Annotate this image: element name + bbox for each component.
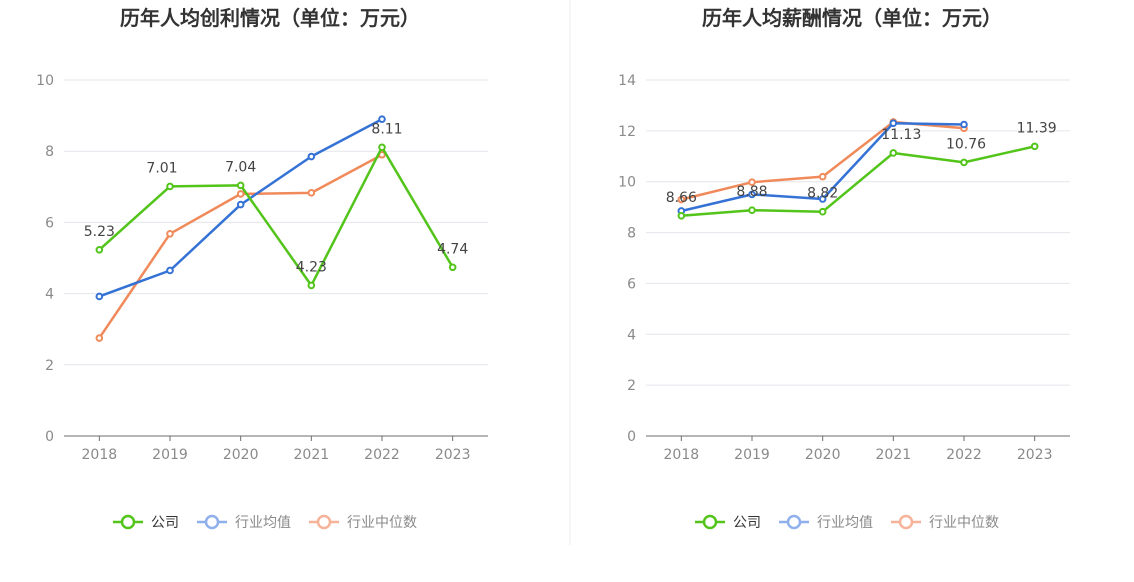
chart2-data-point: [677, 211, 686, 220]
chart2-y-tick-label: 0: [627, 429, 636, 445]
chart2-series-line-1: [681, 145, 1035, 218]
chart2-y-tick-label: 14: [618, 73, 636, 89]
chart2-legend-label: 行业均值: [817, 515, 873, 531]
chart2-x-tick-label: 2018: [664, 447, 700, 463]
chart1-data-point: [378, 143, 386, 152]
chart1-title: 历年人均创利情况（单位：万元）: [120, 6, 420, 30]
chart2-y-tick-label: 12: [618, 124, 636, 140]
chart1-legend-label: 行业均值: [235, 515, 291, 531]
chart1-y-tick-label: 6: [45, 215, 54, 231]
chart2-x-tick-label: 2019: [734, 447, 770, 463]
chart2-data-point: [960, 158, 968, 167]
chart1-data-label: 7.04: [225, 159, 256, 175]
chart2-title: 历年人均薪酬情况（单位：万元）: [702, 6, 1002, 30]
chart1-legend-swatch-marker: [316, 514, 332, 530]
chart2-legend-label: 行业中位数: [929, 515, 999, 531]
chart1-data-label: 4.74: [437, 241, 468, 257]
chart2-x-tick-label: 2023: [1017, 447, 1053, 463]
chart2-data-point: [818, 207, 827, 216]
chart1-x-tick-label: 2018: [82, 447, 118, 463]
chart1-series-line-1: [98, 146, 454, 287]
chart2-y-tick-label: 10: [618, 175, 636, 191]
chart1-data-point: [166, 229, 174, 238]
chart2-data-label: 8.82: [807, 186, 838, 202]
chart1-data-point: [95, 292, 104, 301]
chart1-legend-label: 公司: [151, 515, 179, 531]
chart2-data-label: 8.66: [666, 190, 697, 206]
chart2-data-point: [960, 120, 968, 129]
chart2-data-point: [1030, 142, 1039, 151]
chart2-y-tick-label: 4: [627, 327, 636, 343]
chart1-data-label: 7.01: [146, 160, 177, 176]
chart2-data-point: [889, 149, 898, 157]
chart1-data-point: [448, 263, 457, 272]
chart1-data-point: [307, 152, 316, 161]
chart2-legend-swatch-marker: [702, 514, 718, 530]
chart1-x-tick-label: 2019: [152, 447, 188, 463]
chart2-x-tick-label: 2022: [946, 447, 982, 463]
chart1-data-label: 8.11: [371, 121, 402, 137]
chart1-y-tick-label: 2: [45, 358, 54, 374]
chart2-data-point: [748, 178, 756, 187]
chart1-legend-swatch-marker: [120, 514, 136, 530]
chart1-data-point: [236, 181, 245, 190]
chart1-data-label: 4.23: [296, 259, 327, 275]
chart2-legend-swatch-marker: [786, 514, 802, 530]
chart2-legend-label: 公司: [733, 515, 761, 531]
chart1-y-tick-label: 0: [45, 429, 54, 445]
chart1-y-tick-label: 4: [45, 287, 54, 303]
chart1-data-point: [166, 266, 174, 275]
chart1-x-tick-label: 2023: [435, 447, 471, 463]
chart2-y-tick-label: 2: [627, 378, 636, 394]
chart2-data-label: 11.13: [881, 127, 921, 143]
chart2-data-point: [748, 190, 756, 199]
chart1-x-tick-label: 2020: [223, 447, 259, 463]
chart1-y-tick-label: 10: [36, 73, 54, 89]
chart1-data-point: [95, 334, 104, 342]
chart2-data-point: [818, 195, 827, 203]
chart1-y-tick-label: 8: [45, 144, 54, 160]
chart2-data-point: [748, 206, 756, 214]
chart2-data-label: 10.76: [946, 136, 986, 152]
chart2-data-label: 8.88: [736, 184, 767, 200]
chart1-x-tick-label: 2021: [294, 447, 330, 463]
chart1-data-point: [236, 200, 245, 209]
chart1-data-label: 5.23: [84, 224, 115, 240]
chart1-data-point: [307, 281, 316, 290]
chart2-y-tick-label: 6: [627, 276, 636, 292]
chart2-data-point: [818, 172, 827, 181]
chart1-data-point: [166, 182, 174, 191]
chart1-data-point: [95, 246, 104, 254]
chart2-x-tick-label: 2021: [876, 447, 912, 463]
chart2-x-tick-label: 2020: [805, 447, 841, 463]
chart2-data-label: 11.39: [1017, 120, 1057, 136]
chart1-x-tick-label: 2022: [364, 447, 400, 463]
chart2-y-tick-label: 8: [627, 226, 636, 242]
chart1-legend-label: 行业中位数: [347, 515, 417, 531]
chart2-legend-swatch-marker: [898, 514, 914, 530]
chart1-data-point: [378, 115, 386, 123]
chart2-data-point: [889, 119, 898, 128]
chart1-data-point: [307, 189, 316, 197]
chart1-data-point: [236, 190, 245, 198]
chart2-data-point: [677, 195, 686, 204]
chart1-legend-swatch-marker: [204, 514, 220, 530]
